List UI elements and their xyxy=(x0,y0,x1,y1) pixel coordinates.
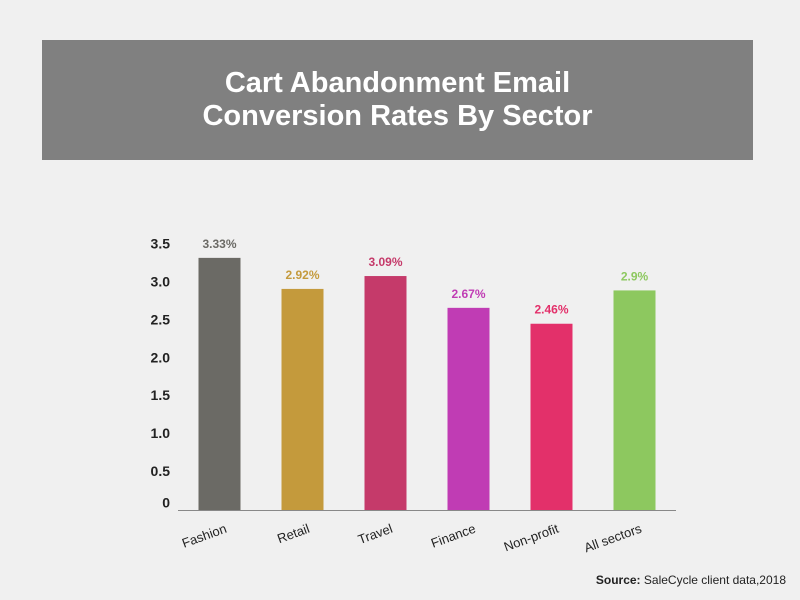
data-label: 2.67% xyxy=(451,287,485,301)
data-label: 2.9% xyxy=(621,269,649,283)
source-label: Source: xyxy=(595,573,641,587)
bar-travel xyxy=(364,276,407,510)
bar-all-sectors xyxy=(613,290,656,510)
bar-retail xyxy=(281,288,324,510)
x-tick-label: Finance xyxy=(429,521,478,551)
y-tick-label: 0.5 xyxy=(151,463,171,479)
y-tick-label: 3.5 xyxy=(151,236,171,252)
title-banner: Cart Abandonment Email Conversion Rates … xyxy=(42,40,753,160)
bar-fashion xyxy=(198,257,241,510)
bar-non-profit xyxy=(530,323,573,510)
y-tick-label: 3.0 xyxy=(151,274,171,290)
chart-title-line-1: Cart Abandonment Email xyxy=(224,67,571,99)
data-label: 2.92% xyxy=(285,268,319,282)
source-text: SaleCycle client data,2018 xyxy=(643,573,786,587)
x-tick-label: Fashion xyxy=(180,521,229,551)
y-tick-label: 1.0 xyxy=(151,425,171,441)
data-label: 3.33% xyxy=(202,237,236,251)
chart-title-line-2: Conversion Rates By Sector xyxy=(202,100,593,132)
x-tick-label: Non-profit xyxy=(502,521,561,555)
data-label: 2.46% xyxy=(534,303,568,317)
x-tick-label: Retail xyxy=(275,521,311,547)
source-note: Source: SaleCycle client data,2018 xyxy=(596,573,786,587)
data-label: 3.09% xyxy=(368,255,402,269)
x-tick-label: Travel xyxy=(356,521,395,547)
bar-finance xyxy=(447,307,490,510)
y-tick-label: 2.0 xyxy=(151,349,171,365)
y-tick-label: 2.5 xyxy=(151,311,171,327)
y-tick-label: 0 xyxy=(162,495,170,511)
x-tick-label: All sectors xyxy=(582,521,644,556)
y-tick-label: 1.5 xyxy=(151,387,171,403)
